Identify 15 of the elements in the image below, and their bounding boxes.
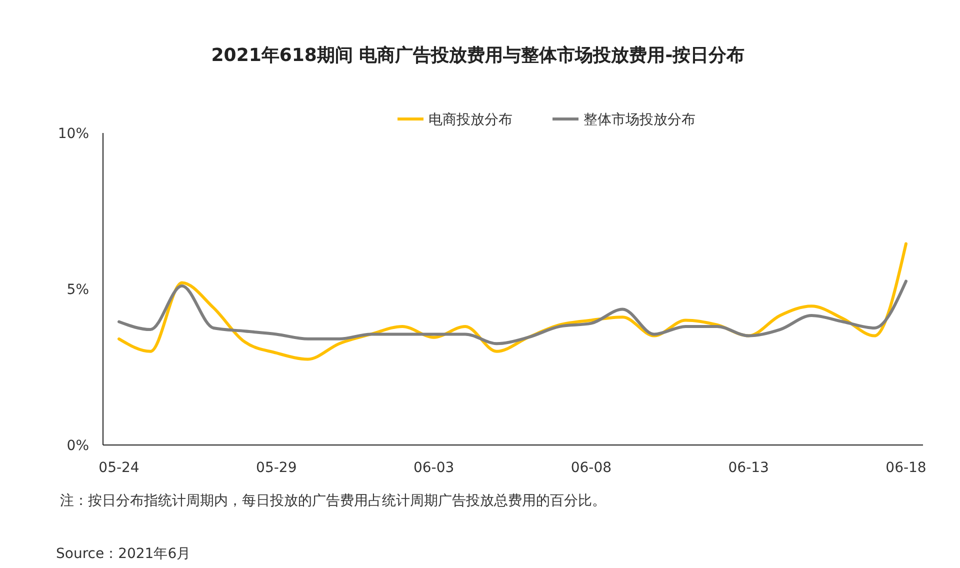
x-tick-label: 06-18 bbox=[886, 460, 926, 476]
line-series bbox=[118, 280, 908, 346]
x-tick-label: 06-08 bbox=[570, 460, 612, 476]
text: 注：按日分布指统计周期内，每日投放的广告费用占统计周期广告投放总费用的百分比。 bbox=[60, 493, 606, 509]
x-tick-label: 05-24 bbox=[98, 460, 140, 476]
chart-title: 2021年618期间 电商广告投放费用与整体市场投放费用-按日分布 bbox=[211, 45, 745, 66]
source-note: Source：2021年6月 bbox=[56, 546, 191, 562]
x-tick-label: 05-29 bbox=[256, 460, 297, 476]
legend-label: 整体市场投放分布 bbox=[584, 112, 696, 128]
y-tick-label: 5% bbox=[66, 282, 89, 298]
y-tick-label: 0% bbox=[66, 438, 89, 454]
x-tick-label: 06-13 bbox=[728, 460, 769, 476]
legend-label: 电商投放分布 bbox=[428, 112, 512, 128]
x-tick-label: 06-03 bbox=[413, 460, 454, 476]
y-tick-label: 10% bbox=[58, 126, 89, 142]
